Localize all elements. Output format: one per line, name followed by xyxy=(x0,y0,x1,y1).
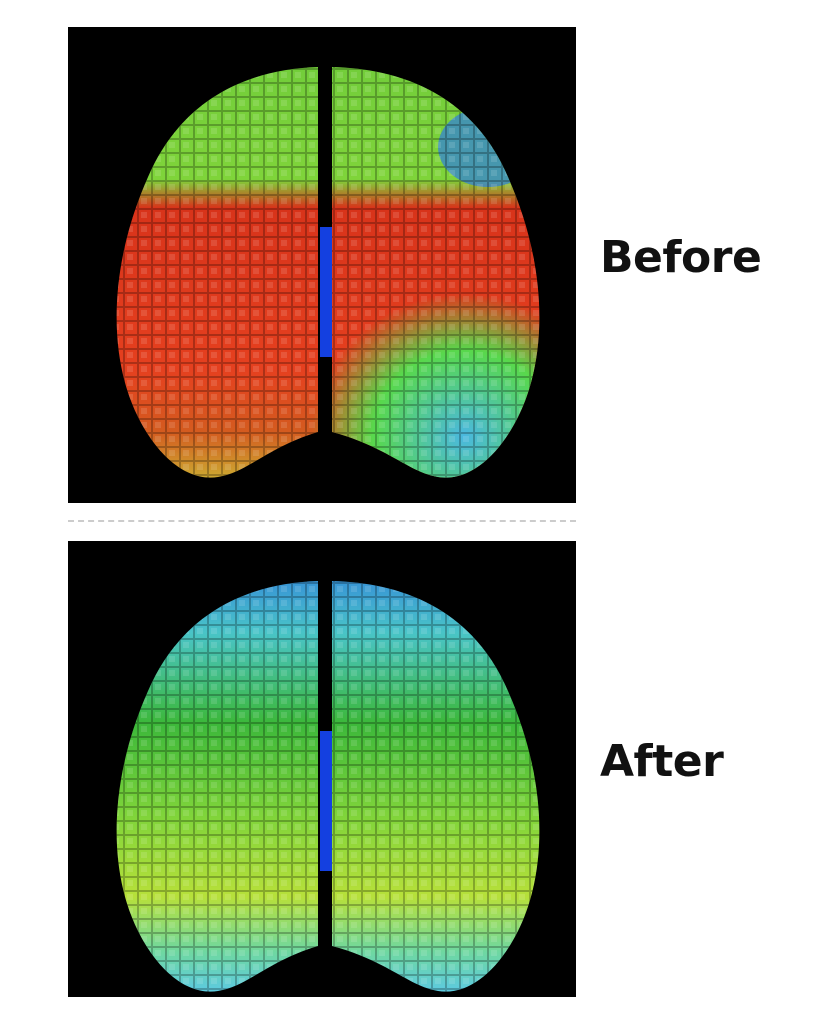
brain-scan xyxy=(116,581,540,992)
before-image xyxy=(68,27,576,503)
after-label: After xyxy=(600,736,724,787)
after-image xyxy=(68,541,576,997)
divider xyxy=(68,520,576,522)
before-label: Before xyxy=(600,232,762,283)
brain-scan xyxy=(116,67,540,478)
